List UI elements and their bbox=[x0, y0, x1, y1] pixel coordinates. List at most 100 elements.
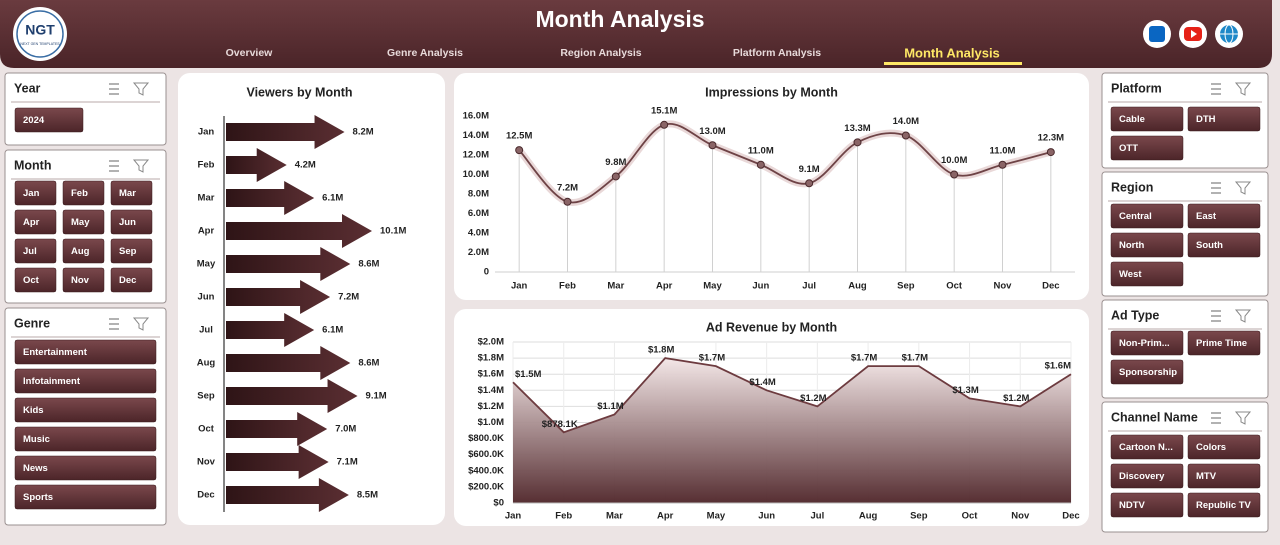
slicer-button[interactable] bbox=[1110, 261, 1184, 287]
y-tick-label: 0 bbox=[484, 267, 489, 278]
slicer-button[interactable] bbox=[62, 267, 105, 293]
y-tick-label: $1.6M bbox=[478, 369, 504, 380]
nav-tab[interactable]: Genre Analysis bbox=[387, 47, 463, 59]
data-label: $1.6M bbox=[1045, 361, 1071, 372]
slicer-title: Ad Type bbox=[1111, 308, 1159, 322]
slicer-button-label: South bbox=[1196, 240, 1223, 251]
data-label: 9.8M bbox=[605, 157, 626, 168]
slicer-button[interactable] bbox=[1187, 203, 1261, 229]
data-label: $1.3M bbox=[952, 385, 978, 396]
slicer-title: Channel Name bbox=[1111, 410, 1198, 424]
chart-title: Ad Revenue by Month bbox=[706, 320, 837, 334]
slicer-button[interactable] bbox=[14, 180, 57, 206]
y-tick-label: $800.0K bbox=[468, 433, 504, 444]
nav-tab[interactable]: Overview bbox=[226, 47, 274, 59]
nav-tab[interactable]: Region Analysis bbox=[560, 47, 641, 59]
category-label: Jul bbox=[199, 325, 213, 336]
slicer-button[interactable] bbox=[62, 180, 105, 206]
slicer-button[interactable] bbox=[14, 455, 157, 481]
slicer-button[interactable] bbox=[14, 339, 157, 365]
slicer-button[interactable] bbox=[14, 397, 157, 423]
category-label: Nov bbox=[197, 457, 216, 468]
slicer-button-label: Infotainment bbox=[23, 376, 81, 387]
data-label: 8.6M bbox=[358, 259, 379, 270]
slicer-button-label: 2024 bbox=[23, 115, 45, 126]
category-label: Dec bbox=[197, 490, 214, 501]
slicer-button[interactable] bbox=[110, 267, 153, 293]
slicer-button[interactable] bbox=[14, 238, 57, 264]
point bbox=[563, 197, 572, 206]
slicer-button[interactable] bbox=[1110, 232, 1184, 258]
slicer-button-label: Jul bbox=[23, 246, 37, 257]
slicer-button-label: Cable bbox=[1119, 114, 1145, 125]
data-label: 9.1M bbox=[799, 164, 820, 175]
data-label: 10.0M bbox=[941, 155, 967, 166]
slicer-title: Platform bbox=[1111, 81, 1162, 95]
x-tick-label: Apr bbox=[656, 281, 673, 292]
slicer-button[interactable] bbox=[1110, 330, 1184, 356]
data-label: $1.8M bbox=[648, 345, 674, 356]
slicer-button-label: Central bbox=[1119, 211, 1152, 222]
point bbox=[998, 160, 1007, 169]
slicer-button[interactable] bbox=[1187, 232, 1261, 258]
filter-icon bbox=[132, 159, 150, 173]
slicer-button[interactable] bbox=[110, 238, 153, 264]
slicer-button[interactable] bbox=[1187, 330, 1261, 356]
category-label: Jan bbox=[198, 127, 215, 138]
data-label: 6.1M bbox=[322, 193, 343, 204]
slicer-button[interactable] bbox=[1110, 203, 1184, 229]
category-label: Apr bbox=[198, 226, 215, 237]
slicer-button[interactable] bbox=[62, 209, 105, 235]
nav-tab[interactable]: Month Analysis bbox=[904, 45, 1000, 60]
data-label: $1.1M bbox=[597, 401, 623, 412]
data-label: 9.1M bbox=[366, 391, 387, 402]
slicer-button[interactable] bbox=[14, 209, 57, 235]
slicer-button[interactable] bbox=[1187, 492, 1261, 518]
arrow-bar bbox=[226, 379, 358, 413]
slicer-button[interactable] bbox=[110, 180, 153, 206]
filter-icon bbox=[1234, 309, 1252, 323]
filter-icon bbox=[132, 317, 150, 331]
slicer-button[interactable] bbox=[14, 267, 57, 293]
slicer-button[interactable] bbox=[62, 238, 105, 264]
x-tick-label: Dec bbox=[1042, 281, 1059, 292]
slicer-button-label: Prime Time bbox=[1196, 338, 1247, 349]
nav-active-underline bbox=[884, 62, 1022, 65]
slicer-button-label: West bbox=[1119, 269, 1142, 280]
slicer-button[interactable] bbox=[14, 426, 157, 452]
slicer-button[interactable] bbox=[14, 484, 157, 510]
category-label: Aug bbox=[197, 358, 216, 369]
slicer-button[interactable] bbox=[1187, 434, 1261, 460]
x-tick-label: May bbox=[703, 281, 722, 292]
data-label: 7.2M bbox=[338, 292, 359, 303]
slicer-button[interactable] bbox=[110, 209, 153, 235]
slicer-button[interactable] bbox=[1187, 106, 1261, 132]
slicer-button-label: Jun bbox=[119, 217, 136, 228]
category-label: Oct bbox=[198, 424, 215, 435]
filter-icon bbox=[1234, 82, 1252, 96]
slicer-button-label: Sep bbox=[119, 246, 137, 257]
slicer-button[interactable] bbox=[1110, 434, 1184, 460]
slicer-button[interactable] bbox=[1187, 463, 1261, 489]
slicer-button[interactable] bbox=[1110, 492, 1184, 518]
slicer-button[interactable] bbox=[14, 107, 84, 133]
arrow-bar bbox=[226, 115, 345, 149]
y-tick-label: 8.0M bbox=[468, 189, 489, 200]
slicer-button-label: May bbox=[71, 217, 90, 228]
chart-panel bbox=[454, 73, 1089, 300]
social-icons bbox=[1143, 20, 1243, 48]
point bbox=[1046, 148, 1055, 157]
nav-tab[interactable]: Platform Analysis bbox=[733, 47, 821, 59]
slicer-button[interactable] bbox=[1110, 106, 1184, 132]
x-tick-label: Jul bbox=[810, 511, 824, 522]
slicer-button[interactable] bbox=[1110, 135, 1184, 161]
data-label: $1.4M bbox=[749, 377, 775, 388]
x-tick-label: Aug bbox=[848, 281, 867, 292]
point bbox=[853, 138, 862, 147]
slicer-button[interactable] bbox=[1110, 463, 1184, 489]
y-tick-label: $1.0M bbox=[478, 417, 504, 428]
x-tick-label: Feb bbox=[555, 511, 572, 522]
slicer-button[interactable] bbox=[1110, 359, 1184, 385]
slicer-button[interactable] bbox=[14, 368, 157, 394]
